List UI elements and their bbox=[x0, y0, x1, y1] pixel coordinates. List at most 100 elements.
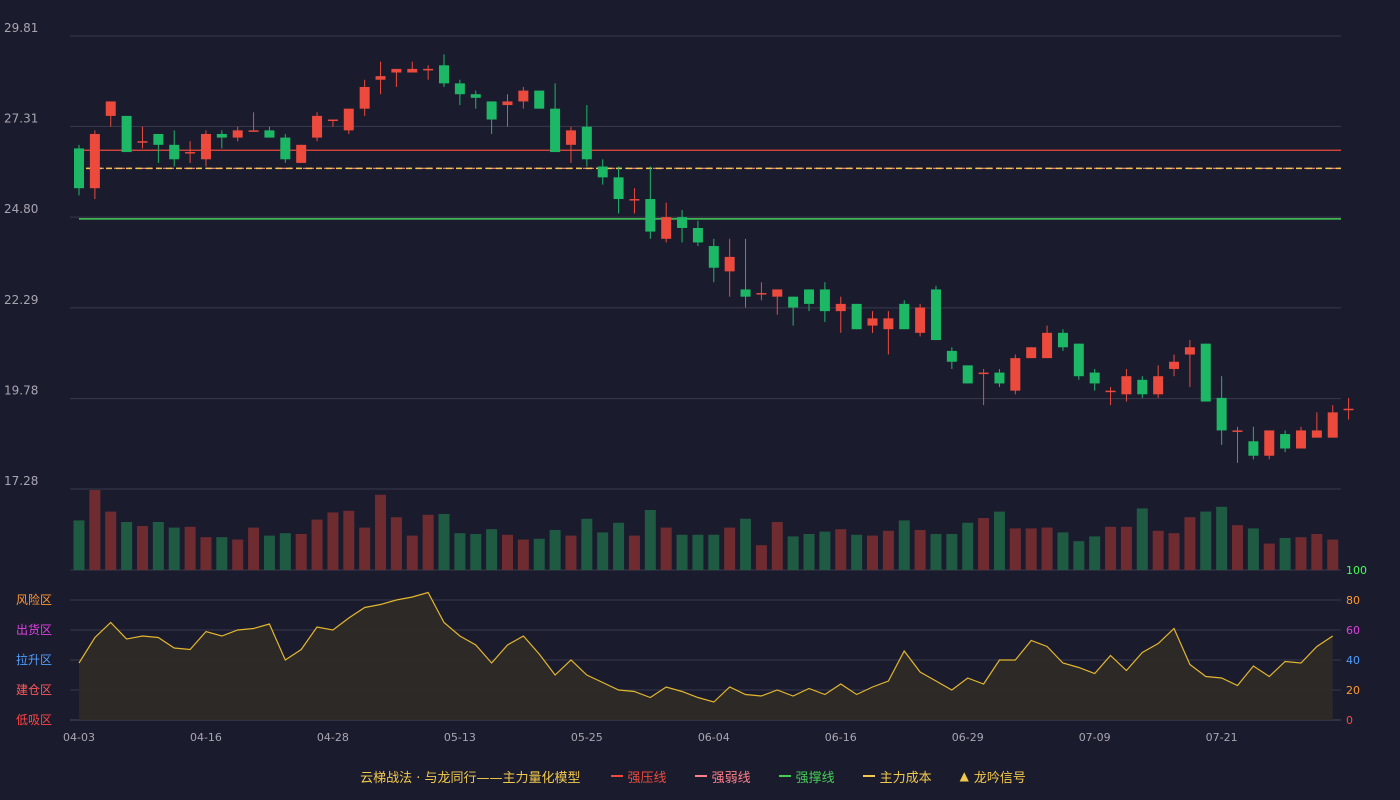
pressure-line-swatch bbox=[610, 775, 623, 777]
indicator-tick-label: 20 bbox=[1346, 684, 1360, 697]
x-tick-label: 04-16 bbox=[190, 731, 222, 744]
candle-body bbox=[1184, 347, 1195, 355]
volume-bar bbox=[771, 522, 783, 570]
volume-bar bbox=[1136, 508, 1148, 570]
candle-body bbox=[200, 133, 211, 160]
price-tick-label: 17.28 bbox=[4, 474, 38, 488]
volume-bar bbox=[1120, 526, 1132, 570]
volume-bar bbox=[740, 518, 752, 570]
candle-body bbox=[804, 289, 815, 304]
indicator-zone-label: 建仓区 bbox=[16, 683, 52, 697]
candle-body bbox=[1169, 361, 1180, 369]
candle-body bbox=[296, 144, 307, 163]
candle-body bbox=[1248, 441, 1259, 456]
candle-body bbox=[1311, 430, 1322, 438]
candle-body bbox=[534, 90, 545, 109]
candle-body bbox=[1153, 376, 1164, 395]
candle-body bbox=[248, 130, 259, 132]
candle-body bbox=[280, 137, 291, 160]
volume-bar bbox=[438, 514, 450, 570]
legend-weak-label: 强弱线 bbox=[711, 770, 751, 786]
candle-body bbox=[359, 86, 370, 109]
indicator-line bbox=[78, 591, 1334, 703]
volume-bar bbox=[1041, 527, 1053, 570]
candle-body bbox=[883, 318, 894, 330]
indicator-zone-label: 低吸区 bbox=[16, 713, 52, 727]
x-tick-label: 07-09 bbox=[1079, 731, 1111, 744]
volume-bar bbox=[73, 520, 85, 570]
volume-bar bbox=[390, 517, 402, 570]
volume-bar bbox=[581, 518, 593, 570]
candle-body bbox=[1264, 430, 1275, 456]
volume-bar bbox=[422, 514, 434, 570]
legend-main-cost: 主力成本 bbox=[862, 767, 932, 786]
candle-body bbox=[899, 303, 910, 330]
volume-bar bbox=[311, 519, 323, 570]
candle-body bbox=[724, 256, 735, 272]
volume-bar bbox=[1247, 528, 1259, 570]
legend-pressure-label: 强压线 bbox=[627, 770, 667, 786]
volume-bar bbox=[1168, 533, 1180, 570]
volume-bar bbox=[263, 535, 275, 570]
candle-body bbox=[423, 68, 434, 71]
volume-bar bbox=[486, 529, 498, 570]
volume-bar bbox=[136, 526, 148, 570]
candle-body bbox=[439, 65, 450, 84]
candle-body bbox=[232, 130, 243, 138]
indicator-zone-label: 风险区 bbox=[16, 592, 52, 607]
volume-bar bbox=[1327, 539, 1339, 570]
volume-bar bbox=[1025, 528, 1037, 570]
volume-bar bbox=[295, 534, 307, 570]
volume-bar bbox=[597, 532, 609, 570]
volume-bar bbox=[89, 490, 101, 570]
price-tick-label: 29.81 bbox=[4, 21, 38, 35]
candle-body bbox=[89, 133, 100, 189]
candle-body bbox=[756, 293, 767, 295]
x-tick-label: 05-13 bbox=[444, 731, 476, 744]
volume-bar bbox=[946, 534, 958, 570]
volume-bar bbox=[978, 518, 990, 570]
indicator-zone-label: 拉升区 bbox=[16, 652, 52, 667]
indicator-tick-label: 80 bbox=[1346, 594, 1360, 607]
volume-bar bbox=[724, 527, 736, 570]
volume-bar bbox=[565, 535, 577, 570]
candle-body bbox=[581, 126, 592, 160]
candle-body bbox=[1042, 332, 1053, 359]
candle-body bbox=[677, 217, 688, 228]
volume-bar bbox=[851, 534, 863, 570]
volume-bar bbox=[1073, 541, 1085, 570]
x-tick-label: 04-28 bbox=[317, 731, 349, 744]
legend-pressure-line: 强压线 bbox=[610, 767, 667, 786]
volume-bar bbox=[1184, 517, 1196, 570]
candle-body bbox=[312, 115, 323, 138]
volume-bar bbox=[1216, 506, 1228, 570]
volume-bar bbox=[787, 536, 799, 570]
legend-cost-label: 主力成本 bbox=[879, 770, 932, 786]
candle-body bbox=[629, 199, 640, 201]
volume-bar bbox=[232, 539, 244, 570]
candle-body bbox=[327, 119, 338, 122]
price-tick-label: 19.78 bbox=[4, 384, 38, 398]
x-tick-label: 06-04 bbox=[698, 731, 730, 744]
candle-body bbox=[1232, 430, 1243, 432]
volume-bar bbox=[898, 520, 910, 570]
candle-body bbox=[375, 76, 386, 80]
candle-body bbox=[1216, 397, 1227, 431]
volume-bar bbox=[882, 530, 894, 570]
candle-body bbox=[1137, 379, 1148, 395]
price-tick-label: 27.31 bbox=[4, 111, 38, 125]
volume-bar bbox=[200, 537, 212, 570]
candle-body bbox=[550, 108, 561, 153]
candle-body bbox=[708, 246, 719, 268]
legend-support-line: 强撑线 bbox=[778, 767, 835, 786]
volume-bar bbox=[375, 494, 387, 570]
volume-bar bbox=[803, 534, 815, 570]
volume-bar bbox=[1279, 538, 1291, 570]
x-tick-label: 05-25 bbox=[571, 731, 603, 744]
candle-body bbox=[994, 372, 1005, 384]
candlestick-chart: 29.81 27.31 24.80 22.29 19.78 17.28 100 80 60 40 2… bbox=[4, 21, 1367, 744]
volume-bar bbox=[105, 511, 117, 570]
candle-body bbox=[264, 130, 275, 138]
volume-bar bbox=[1311, 534, 1323, 570]
volume-bar bbox=[343, 510, 355, 570]
